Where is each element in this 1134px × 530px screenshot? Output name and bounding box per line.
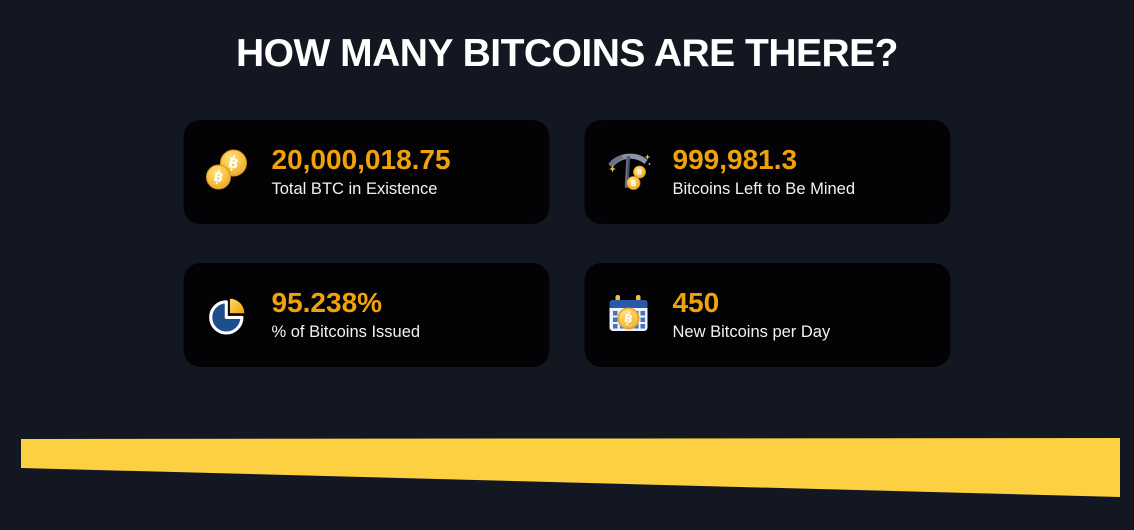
stat-card-total-btc: B B 20,000,018.75 Total BTC in Existence [183,120,550,224]
stat-text: 999,981.3 Bitcoins Left to Be Mined [672,143,856,200]
stat-value: 999,981.3 [672,143,798,175]
btc-coins-icon: B B [206,149,247,190]
stat-card-per-day: B 450 New Bitcoins per Day [584,263,951,367]
stat-label: Bitcoins Left to Be Mined [672,180,856,199]
stat-label: New Bitcoins per Day [672,323,831,342]
stat-value: 450 [672,286,720,318]
page-title: HOW MANY BITCOINS ARE THERE? [235,32,899,75]
pickaxe-icon: B B [608,153,651,190]
stat-text: 95.238% % of Bitcoins Issued [271,286,421,343]
svg-text:B: B [637,169,642,177]
stat-card-left-to-mine: B B 999,981.3 Bitcoins Left to Be Mined [584,120,951,224]
stat-value: 95.238% [271,286,383,318]
stat-label: % of Bitcoins Issued [271,323,421,342]
calendar-icon: B [609,295,648,331]
stat-label: Total BTC in Existence [271,180,438,199]
svg-text:B: B [631,179,637,188]
svg-text:B: B [212,169,224,186]
stat-value: 20,000,018.75 [271,143,451,175]
stats-grid: B B 20,000,018.75 Total BTC in Existence [183,120,951,367]
pie-chart-icon [209,298,245,335]
stat-text: 20,000,018.75 Total BTC in Existence [271,143,451,200]
svg-text:B: B [623,312,634,326]
stat-text: 450 New Bitcoins per Day [672,286,831,343]
stat-card-percent-issued: 95.238% % of Bitcoins Issued [183,263,550,367]
yellow-ribbon-banner [21,438,1120,497]
svg-text:B: B [227,155,240,173]
